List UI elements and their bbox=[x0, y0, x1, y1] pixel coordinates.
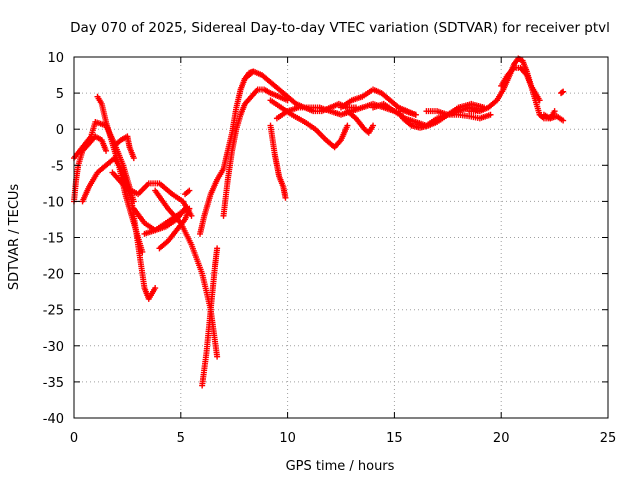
y-tick-label: -25 bbox=[43, 304, 64, 319]
data-point bbox=[186, 187, 193, 194]
x-tick-labels: 0 5 10 15 20 25 bbox=[70, 431, 616, 446]
data-series bbox=[267, 122, 289, 201]
data-point bbox=[560, 117, 567, 124]
data-point bbox=[186, 205, 193, 212]
data-series bbox=[338, 86, 419, 118]
data-series bbox=[109, 169, 195, 219]
y-tick-label: -10 bbox=[43, 195, 64, 210]
grid bbox=[74, 57, 608, 418]
data-point bbox=[214, 245, 221, 252]
data-point bbox=[487, 111, 494, 118]
data-point bbox=[551, 108, 558, 115]
y-tick-label: -20 bbox=[43, 268, 64, 283]
data-series bbox=[199, 245, 221, 389]
y-tick-label: -15 bbox=[43, 232, 64, 247]
data-series bbox=[113, 133, 137, 162]
data-series bbox=[220, 86, 291, 219]
x-tick-label: 15 bbox=[386, 431, 403, 446]
data-series bbox=[141, 205, 191, 237]
x-tick-label: 0 bbox=[70, 431, 78, 446]
x-tick-label: 25 bbox=[600, 431, 617, 446]
x-tick-label: 20 bbox=[493, 431, 510, 446]
data-point bbox=[214, 353, 221, 360]
y-tick-label: -5 bbox=[51, 159, 64, 174]
data-point bbox=[536, 97, 543, 104]
data-point bbox=[130, 155, 137, 162]
y-axis-label: SDTVAR / TECUs bbox=[7, 184, 22, 291]
y-tick-labels: -40 -35 -30 -25 -20 -15 -10 -5 0 5 10 bbox=[43, 51, 64, 427]
data-series bbox=[267, 97, 351, 151]
data-series bbox=[197, 68, 257, 237]
data-point bbox=[559, 89, 566, 96]
data-series bbox=[94, 93, 146, 255]
data-point bbox=[412, 111, 419, 118]
axis-ticks bbox=[73, 56, 609, 419]
x-tick-label: 5 bbox=[177, 431, 185, 446]
data-series bbox=[423, 108, 494, 122]
data-series bbox=[344, 108, 377, 136]
data-point bbox=[560, 88, 567, 95]
data-points bbox=[71, 55, 567, 389]
data-point bbox=[152, 285, 159, 292]
y-tick-label: 10 bbox=[47, 51, 64, 66]
x-tick-label: 10 bbox=[279, 431, 296, 446]
y-tick-label: 5 bbox=[56, 87, 64, 102]
y-tick-label: -35 bbox=[43, 376, 64, 391]
data-point bbox=[370, 122, 377, 129]
y-tick-label: -30 bbox=[43, 340, 64, 355]
data-series bbox=[182, 187, 193, 198]
chart-title: Day 070 of 2025, Sidereal Day-to-day VTE… bbox=[70, 20, 610, 36]
data-point bbox=[139, 248, 146, 255]
data-point bbox=[282, 194, 289, 201]
data-series bbox=[540, 108, 558, 122]
data-series bbox=[156, 205, 193, 252]
data-series bbox=[498, 64, 543, 104]
data-point bbox=[344, 122, 351, 129]
y-tick-label: 0 bbox=[56, 123, 64, 138]
x-axis-label: GPS time / hours bbox=[286, 459, 395, 474]
y-tick-label: -40 bbox=[43, 412, 64, 427]
data-series bbox=[558, 88, 567, 97]
data-series bbox=[399, 100, 488, 131]
data-point bbox=[103, 147, 110, 154]
